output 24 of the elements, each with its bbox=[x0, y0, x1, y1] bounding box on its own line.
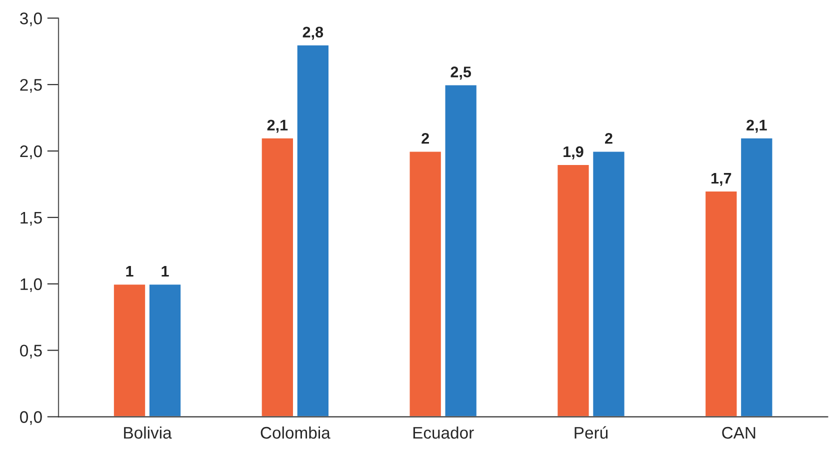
y-tick-label: 2,0 bbox=[20, 145, 42, 160]
data-label: 2 bbox=[422, 132, 429, 144]
y-tick-label: 0,5 bbox=[20, 344, 42, 358]
x-tick-label: Perú bbox=[574, 426, 608, 439]
y-tick-label: 3,0 bbox=[20, 12, 42, 26]
data-label: 2,5 bbox=[450, 66, 472, 80]
data-label: 1,7 bbox=[711, 173, 732, 186]
data-label: 2,1 bbox=[746, 120, 767, 133]
y-tick-label: 2,5 bbox=[20, 78, 42, 93]
data-label: 2,8 bbox=[302, 26, 324, 40]
data-label: 1,9 bbox=[564, 146, 584, 160]
data-label: 1 bbox=[162, 266, 169, 277]
x-tick-label: Ecuador bbox=[413, 426, 474, 439]
x-tick-label: Bolivia bbox=[124, 426, 172, 439]
y-tick-label: 1,0 bbox=[20, 278, 42, 292]
bar bbox=[592, 150, 626, 417]
x-tick-label: Colombia bbox=[260, 426, 330, 439]
bar bbox=[556, 164, 590, 417]
data-label: 2,1 bbox=[267, 120, 288, 133]
y-tick-label: 0,0 bbox=[20, 411, 42, 425]
data-label: 1 bbox=[126, 266, 134, 277]
data-label: 2 bbox=[605, 132, 612, 144]
x-tick-label: CAN bbox=[722, 426, 756, 439]
y-tick-label: 1,5 bbox=[20, 212, 42, 226]
